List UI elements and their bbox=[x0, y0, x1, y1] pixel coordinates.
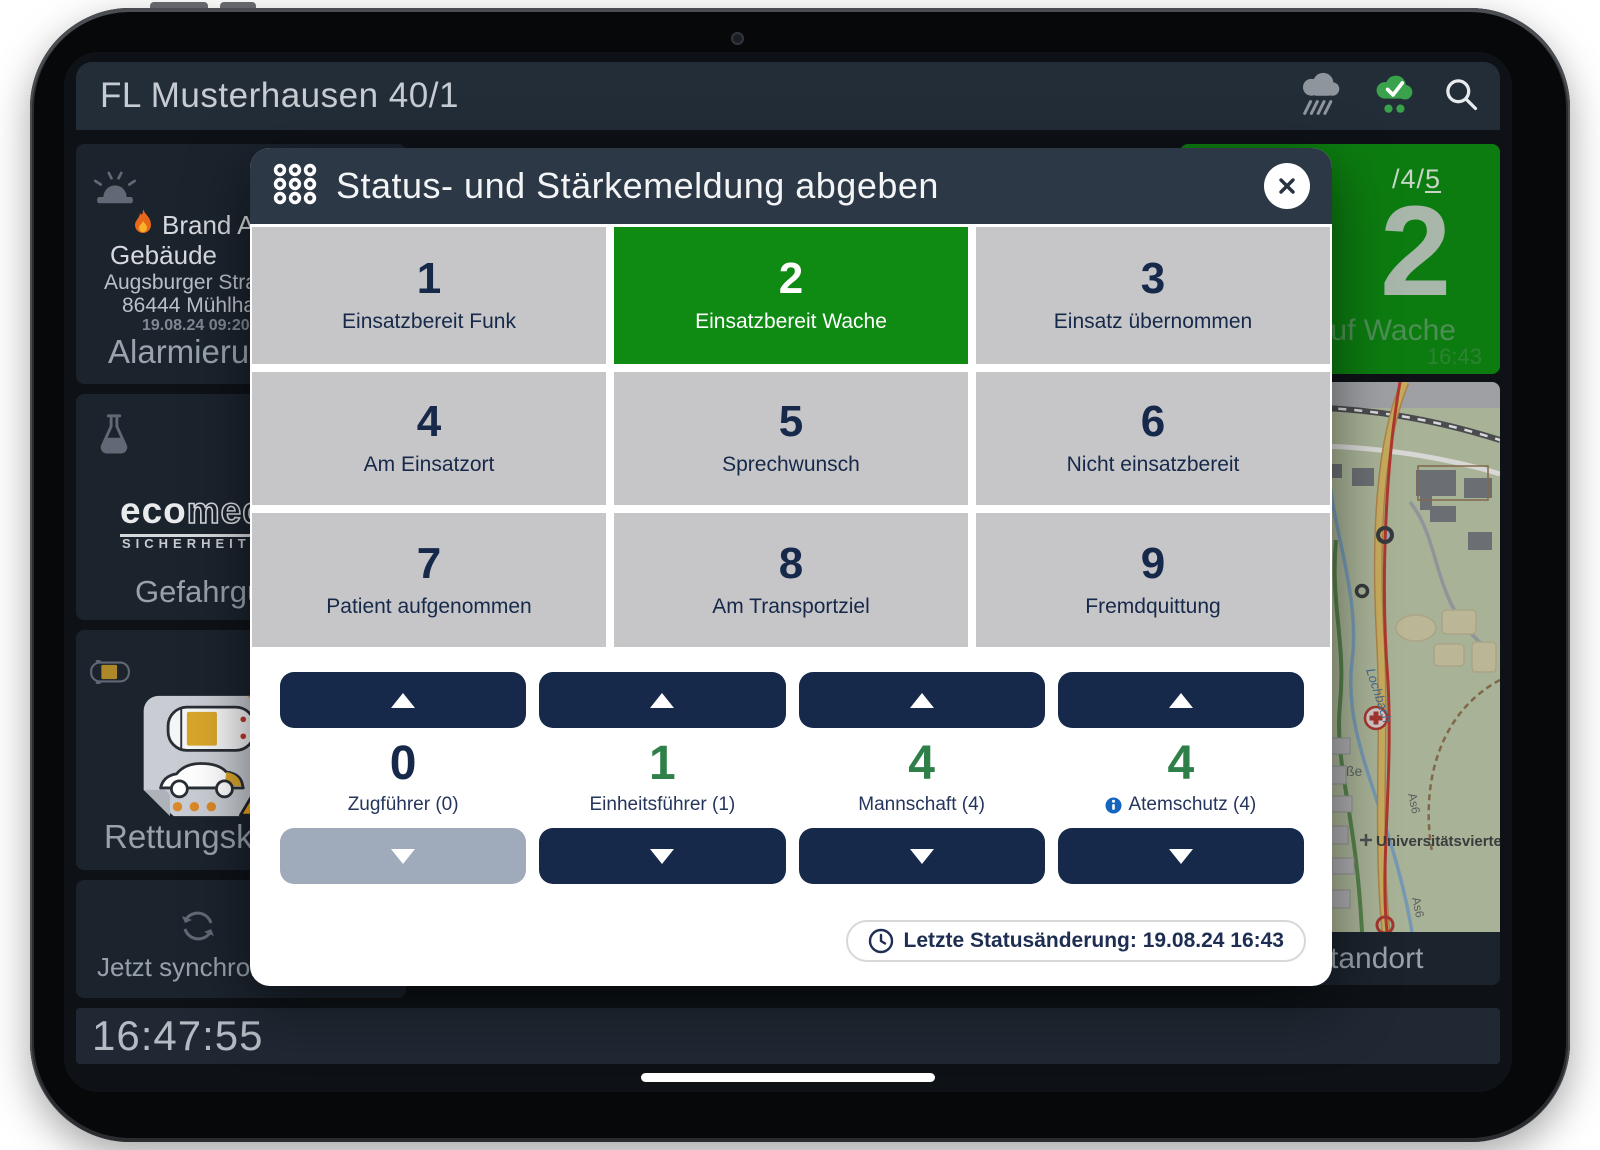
app-screen: FL Musterhausen 40/1 bbox=[64, 52, 1512, 1092]
mannschaft-value: 4 bbox=[908, 737, 935, 790]
up-arrow-icon bbox=[909, 692, 934, 708]
ecomed-logo-subline: SICHERHEIT bbox=[122, 536, 251, 551]
hospital-icon bbox=[1363, 705, 1389, 731]
alarm-timestamp: 19.08.24 09:20 bbox=[142, 317, 250, 334]
status-button-7[interactable]: 7 Patient aufgenommen bbox=[252, 513, 606, 647]
clock-time: 16:47:55 bbox=[92, 1012, 264, 1059]
app-titlebar: FL Musterhausen 40/1 bbox=[76, 62, 1500, 130]
car-top-icon bbox=[88, 658, 132, 691]
status-grid: 1 Einsatzbereit Funk 2 Einsatzbereit Wache… bbox=[252, 227, 1330, 647]
up-arrow-icon bbox=[650, 692, 675, 708]
status-button-8[interactable]: 8 Am Transportziel bbox=[614, 513, 968, 647]
increment-mannschaft-button[interactable] bbox=[798, 672, 1045, 728]
home-indicator[interactable] bbox=[641, 1073, 935, 1082]
down-arrow-icon bbox=[391, 848, 416, 864]
alarm-address-line1: Augsburger Straße bbox=[104, 271, 282, 294]
decrement-zugfuehrer-button[interactable] bbox=[280, 828, 527, 884]
decrement-einheitsfuehrer-button[interactable] bbox=[539, 828, 786, 884]
search-icon[interactable] bbox=[1442, 75, 1480, 118]
increment-zugfuehrer-button[interactable] bbox=[280, 672, 527, 728]
atemschutz-label: Atemschutz (4) bbox=[1105, 794, 1256, 816]
flask-icon bbox=[94, 412, 134, 459]
ecomed-logo: ecomed bbox=[120, 489, 266, 537]
current-status-time: 16:43 bbox=[1426, 344, 1482, 369]
strength-report: /4/5 bbox=[1392, 164, 1442, 194]
status-button-6[interactable]: 6 Nicht einsatzbereit bbox=[976, 372, 1330, 505]
status-button-2[interactable]: 2 Einsatzbereit Wache bbox=[614, 227, 968, 364]
decrement-mannschaft-button[interactable] bbox=[798, 828, 1045, 884]
atemschutz-value: 4 bbox=[1167, 737, 1195, 790]
last-status-change-badge: Letzte Statusänderung: 19.08.24 16:43 bbox=[845, 920, 1306, 962]
decrement-atemschutz-button[interactable] bbox=[1057, 828, 1304, 884]
volume-down-button[interactable] bbox=[220, 2, 256, 12]
counter-atemschutz: 4 Atemschutz (4) bbox=[1057, 672, 1304, 884]
svg-text:As6: As6 bbox=[1409, 896, 1427, 919]
svg-text:Universitätsviertel: Universitätsviertel bbox=[1376, 833, 1500, 850]
down-arrow-icon bbox=[650, 848, 675, 864]
down-arrow-icon bbox=[909, 848, 934, 864]
app-title: FL Musterhausen 40/1 bbox=[100, 76, 459, 115]
strength-counters: 0 Zugführer (0) 1 Einheitsführer (1) 4 M… bbox=[280, 672, 1304, 884]
counter-einheitsfuehrer: 1 Einheitsführer (1) bbox=[539, 672, 786, 884]
cloud-sync-ok-icon[interactable] bbox=[1372, 72, 1416, 121]
status-button-9[interactable]: 9 Fremdquittung bbox=[976, 513, 1330, 647]
up-arrow-icon bbox=[391, 692, 416, 708]
zugfuehrer-label: Zugführer (0) bbox=[347, 794, 459, 815]
down-arrow-icon bbox=[1168, 848, 1193, 864]
sync-icon bbox=[178, 906, 218, 951]
dialog-header: Status- und Stärkemeldung abgeben bbox=[250, 148, 1332, 224]
info-icon bbox=[1105, 797, 1122, 813]
status-report-dialog: Status- und Stärkemeldung abgeben 1 Einsa… bbox=[250, 148, 1332, 986]
dialpad-grid-icon[interactable] bbox=[272, 161, 318, 212]
last-status-change-text: Letzte Statusänderung: 19.08.24 16:43 bbox=[903, 929, 1284, 952]
status-button-4[interactable]: 4 Am Einsatzort bbox=[252, 372, 606, 505]
front-camera bbox=[731, 32, 744, 45]
fire-icon bbox=[132, 208, 154, 243]
siren-icon bbox=[90, 168, 140, 215]
increment-einheitsfuehrer-button[interactable] bbox=[539, 672, 786, 728]
up-arrow-icon bbox=[1168, 692, 1193, 708]
mannschaft-label: Mannschaft (4) bbox=[858, 794, 985, 815]
weather-rain-cloud-icon[interactable] bbox=[1292, 68, 1346, 125]
svg-text:As6: As6 bbox=[1405, 792, 1423, 815]
hazmat-tile-title: Gefahrgut bbox=[135, 574, 273, 609]
status-button-3[interactable]: 3 Einsatz übernommen bbox=[976, 227, 1330, 364]
clock-icon bbox=[868, 928, 893, 954]
dialog-title: Status- und Stärkemeldung abgeben bbox=[336, 165, 939, 206]
counter-mannschaft: 4 Mannschaft (4) bbox=[798, 672, 1045, 884]
svg-text:ße: ße bbox=[1346, 763, 1363, 779]
einheitsfuehrer-label: Einheitsführer (1) bbox=[589, 794, 736, 815]
tablet-bezel: FL Musterhausen 40/1 bbox=[30, 8, 1570, 1142]
close-icon bbox=[1279, 178, 1295, 194]
zugfuehrer-value: 0 bbox=[389, 737, 417, 790]
volume-up-button[interactable] bbox=[150, 2, 208, 12]
alarm-keyword-line2: Gebäude bbox=[110, 240, 217, 270]
close-button[interactable] bbox=[1264, 163, 1310, 209]
counter-zugfuehrer: 0 Zugführer (0) bbox=[280, 672, 527, 884]
einheitsfuehrer-value: 1 bbox=[649, 737, 676, 790]
status-button-5[interactable]: 5 Sprechwunsch bbox=[614, 372, 968, 505]
increment-atemschutz-button[interactable] bbox=[1057, 672, 1304, 728]
clock-bar: 16:47:55 bbox=[76, 1008, 1500, 1064]
status-button-1[interactable]: 1 Einsatzbereit Funk bbox=[252, 227, 606, 364]
current-status-number: 2 bbox=[1380, 180, 1452, 323]
